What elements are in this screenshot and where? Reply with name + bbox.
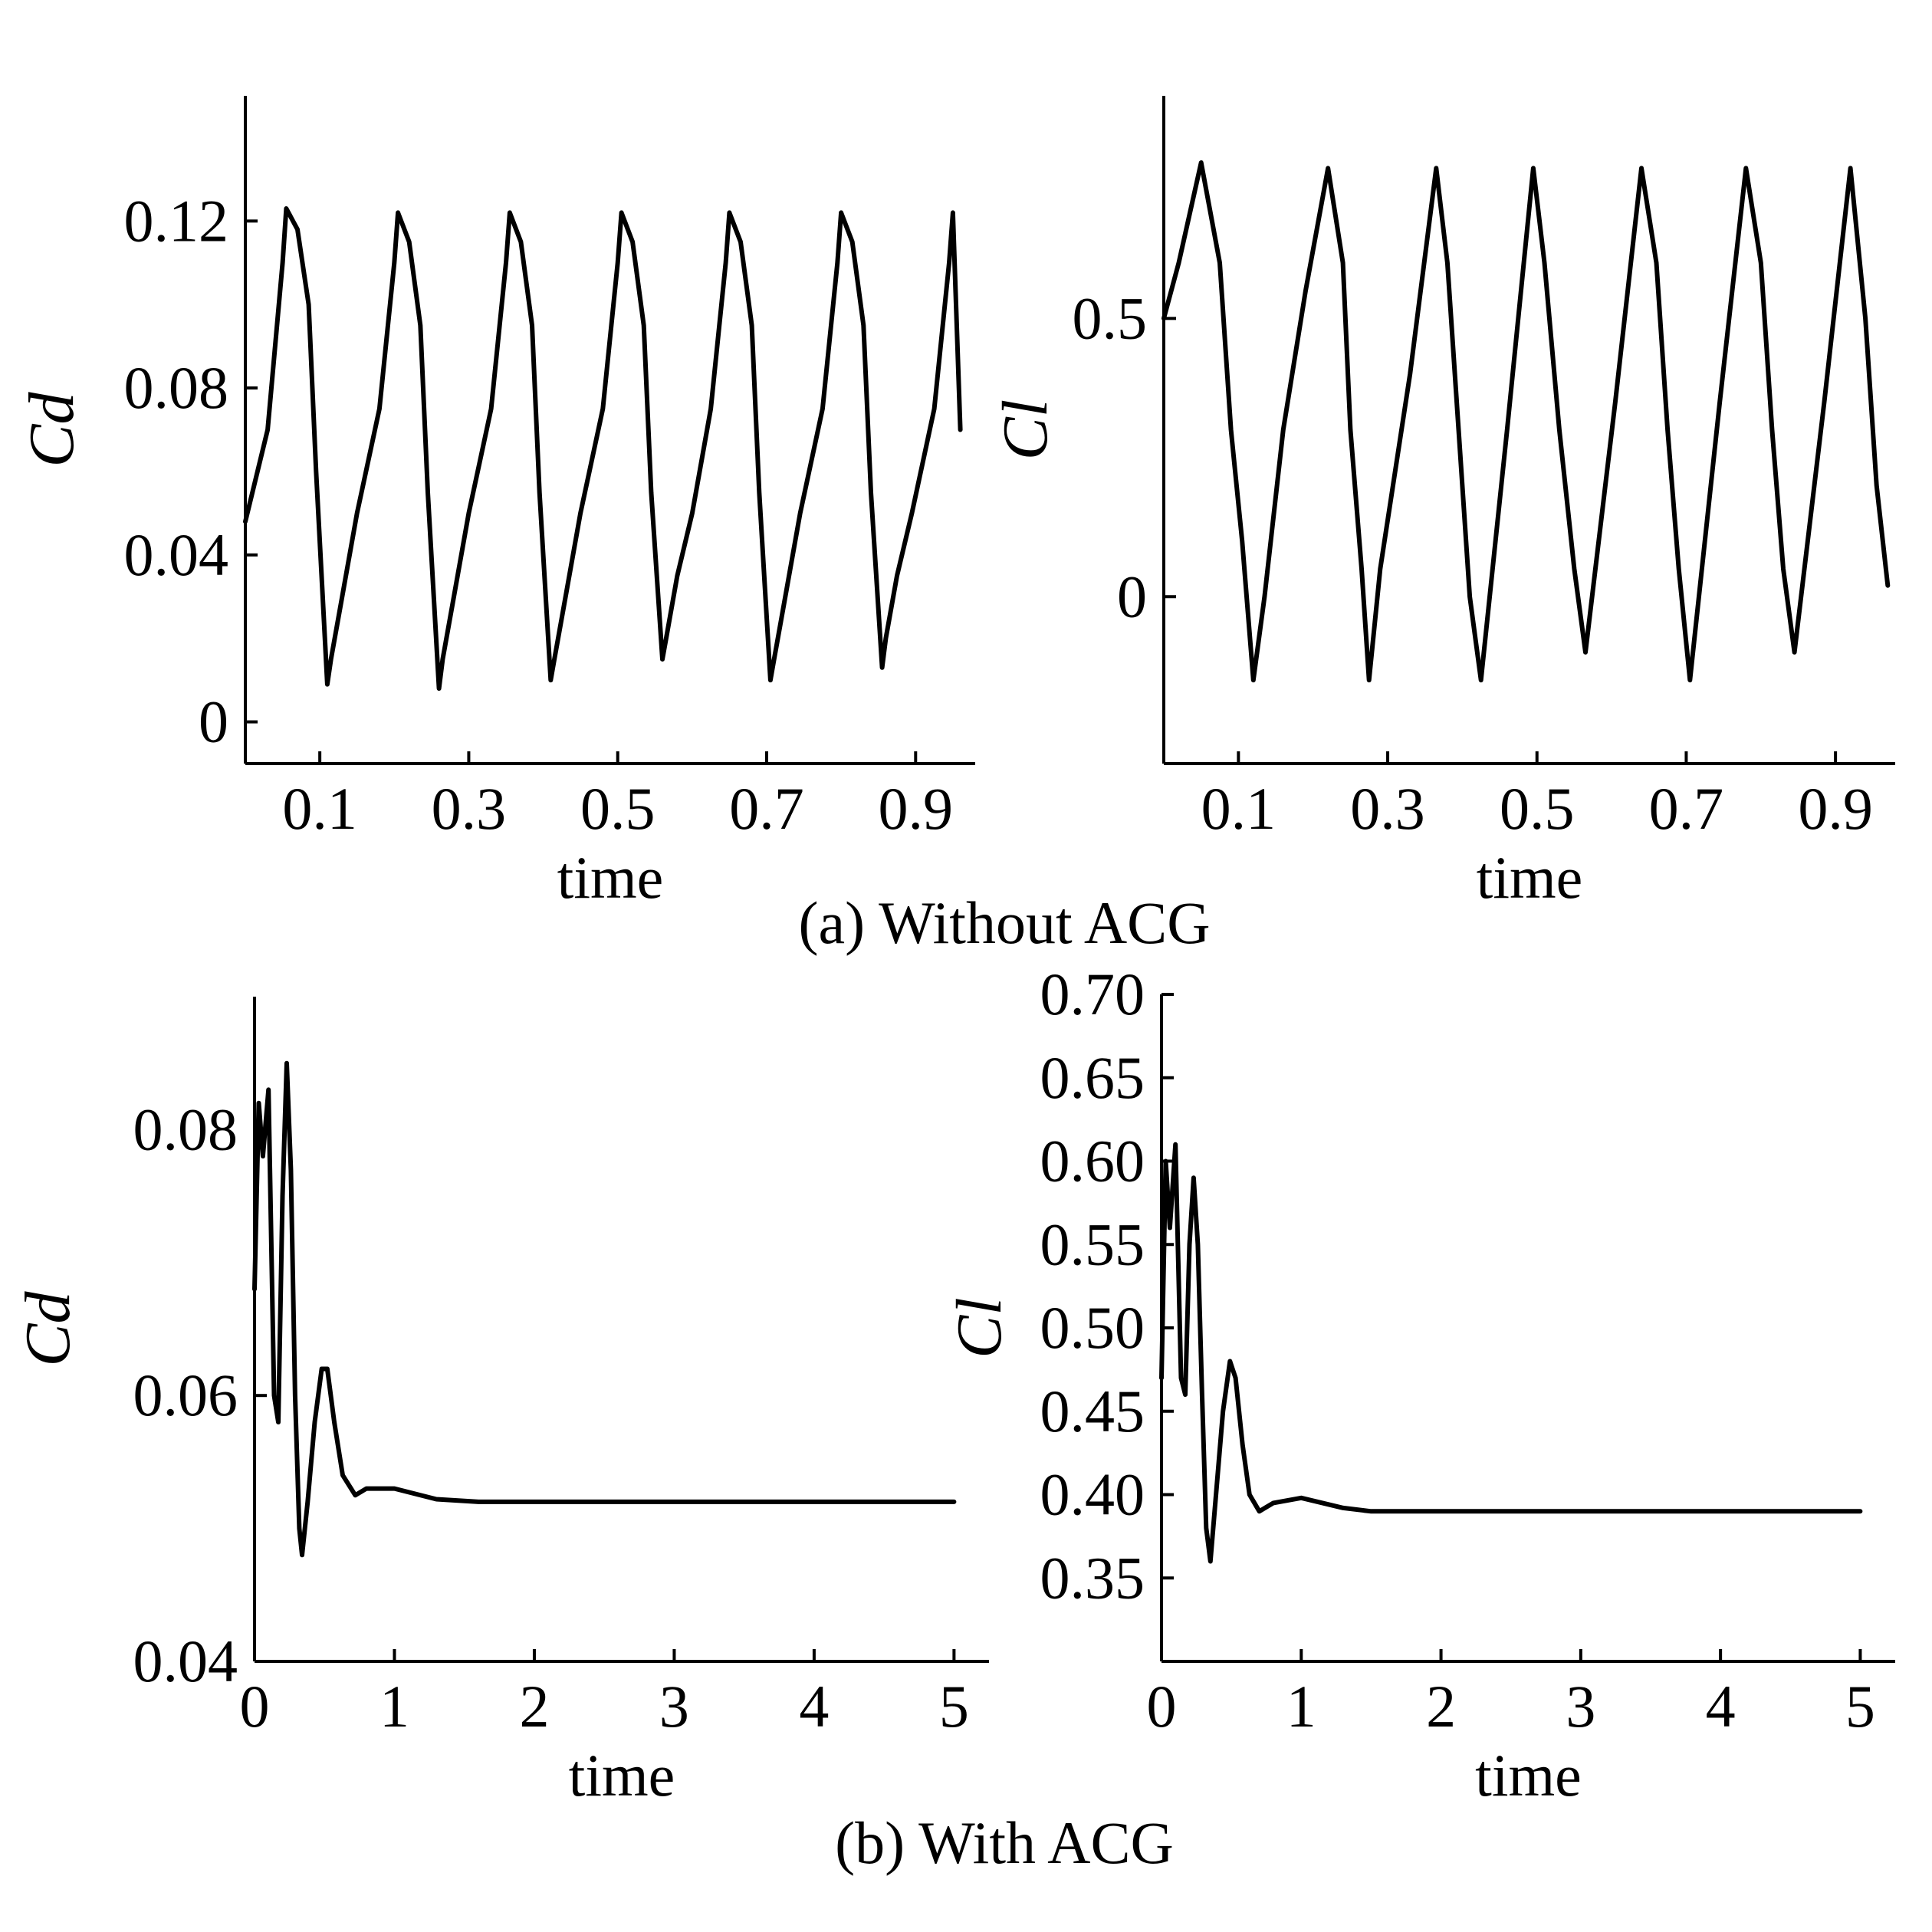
x-axis-title: time <box>557 844 664 911</box>
y-axis-title: Cl <box>990 399 1061 460</box>
x-tick-label: 0.9 <box>1798 775 1873 842</box>
x-tick-label: 0.3 <box>432 775 507 842</box>
x-axis-title: time <box>1477 844 1583 911</box>
y-tick-label: 0.35 <box>1040 1544 1145 1611</box>
panel-b-drag-coefficient: 0 1 2 3 4 5 0.04 0.06 0.08 time Cd <box>12 997 989 1809</box>
panel-b-lift-coefficient: 0 1 2 3 4 5 0.35 0.40 0.45 0.50 0.55 0.60 0.65 0.70 ti… <box>944 961 1895 1809</box>
x-tick-label: 0.1 <box>1201 775 1276 842</box>
series-line <box>243 206 963 691</box>
y-axis-title: Cl <box>944 1297 1015 1358</box>
y-tick-label: 0.55 <box>1040 1211 1145 1277</box>
x-tick-label: 1 <box>380 1673 409 1740</box>
panel-a-drag-coefficient: 0.1 0.3 0.5 0.7 0.9 0 0.04 0.08 0.12 time Cd <box>16 96 975 911</box>
y-tick-label: 0.50 <box>1040 1294 1145 1361</box>
x-tick-label: 3 <box>1566 1673 1595 1740</box>
series-line <box>252 1060 957 1558</box>
y-tick-label: 0 <box>1117 563 1147 629</box>
y-tick-label: 0.04 <box>133 1628 238 1694</box>
x-axis-title: time <box>569 1742 675 1809</box>
y-axis-title: Cd <box>16 391 87 467</box>
y-tick-label: 0.45 <box>1040 1378 1145 1444</box>
x-tick-label: 4 <box>1706 1673 1736 1740</box>
x-tick-label: 1 <box>1286 1673 1316 1740</box>
series-line <box>1162 160 1891 683</box>
x-tick-label: 0 <box>1147 1673 1177 1740</box>
y-tick-label: 0.12 <box>124 187 229 254</box>
y-axis-title: Cd <box>12 1290 84 1366</box>
series-line <box>1159 1142 1863 1564</box>
y-tick-label: 0 <box>199 688 228 755</box>
y-tick-label: 0.06 <box>133 1362 238 1428</box>
x-tick-label: 2 <box>1426 1673 1456 1740</box>
y-tick-label: 0.5 <box>1073 284 1148 351</box>
y-tick-label: 0.40 <box>1040 1461 1145 1528</box>
x-tick-label: 0 <box>240 1673 270 1740</box>
y-tick-label: 0.04 <box>124 521 229 588</box>
x-tick-label: 0.7 <box>729 775 804 842</box>
y-tick-label: 0.08 <box>124 354 229 421</box>
caption-a: (a) Without ACG <box>798 889 1210 956</box>
x-tick-label: 4 <box>799 1673 829 1740</box>
x-tick-label: 5 <box>939 1673 969 1740</box>
x-tick-label: 0.9 <box>879 775 954 842</box>
x-tick-label: 5 <box>1845 1673 1875 1740</box>
x-tick-label: 0.5 <box>1500 775 1575 842</box>
y-tick-label: 0.70 <box>1040 961 1145 1027</box>
x-tick-label: 2 <box>519 1673 549 1740</box>
y-tick-label: 0.08 <box>133 1096 238 1162</box>
x-tick-label: 3 <box>659 1673 689 1740</box>
x-tick-label: 0.5 <box>580 775 656 842</box>
x-tick-label: 0.3 <box>1350 775 1425 842</box>
x-tick-label: 0.7 <box>1649 775 1724 842</box>
x-tick-label: 0.1 <box>282 775 357 842</box>
x-axis-title: time <box>1475 1742 1582 1809</box>
y-tick-label: 0.60 <box>1040 1128 1145 1194</box>
caption-b: (b) With ACG <box>835 1809 1174 1876</box>
y-tick-label: 0.65 <box>1040 1044 1145 1111</box>
